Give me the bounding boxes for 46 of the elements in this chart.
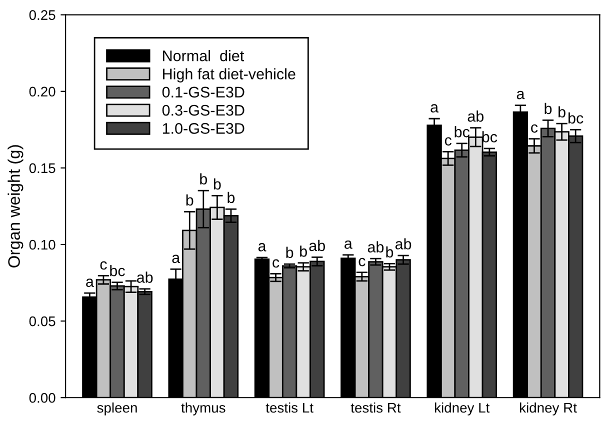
legend-label: Normal diet bbox=[163, 50, 244, 62]
data-label: b bbox=[286, 246, 294, 258]
data-label: c bbox=[531, 124, 538, 133]
data-label: a bbox=[516, 90, 525, 100]
data-label: b bbox=[200, 173, 208, 185]
data-label: bc bbox=[568, 112, 584, 124]
data-label: a bbox=[86, 278, 94, 287]
y-tick-label: 0.20 bbox=[29, 86, 56, 97]
data-label: c bbox=[272, 259, 280, 268]
x-tick-label: thymus bbox=[181, 402, 226, 416]
data-label: ab bbox=[368, 241, 384, 252]
x-tick-label: spleen bbox=[97, 402, 137, 416]
x-tick-label: kidney Lt bbox=[435, 402, 490, 416]
data-label: b bbox=[558, 106, 566, 118]
legend-label: 0.1-GS-E3D bbox=[162, 86, 244, 98]
y-axis-title: Organ weight (g) bbox=[8, 145, 24, 268]
data-label: b bbox=[228, 192, 235, 204]
data-label: ab bbox=[395, 238, 412, 250]
data-label: b bbox=[214, 178, 221, 190]
data-label: c bbox=[444, 137, 452, 146]
data-label: ab bbox=[136, 272, 153, 283]
y-tick-label: 0.05 bbox=[29, 316, 56, 326]
y-tick-label: 0.00 bbox=[29, 392, 56, 403]
data-label: a bbox=[258, 243, 266, 252]
data-label: a bbox=[172, 254, 180, 264]
data-label: ab bbox=[309, 240, 325, 252]
data-label: b bbox=[386, 246, 394, 258]
data-label: a bbox=[344, 240, 352, 249]
data-label: bc bbox=[110, 265, 125, 276]
y-tick-label: 0.25 bbox=[29, 10, 56, 20]
legend-label: 0.3-GS-E3D bbox=[162, 104, 244, 116]
x-tick-label: testis Rt bbox=[350, 402, 401, 413]
legend-label: 1.0-GS-E3D bbox=[162, 123, 244, 134]
data-label: b bbox=[300, 246, 307, 257]
x-tick-label: kidney Rt bbox=[520, 402, 577, 416]
x-tick-label: testis Lt bbox=[266, 402, 314, 413]
legend-label: High fat diet-vehicle bbox=[163, 68, 296, 82]
y-tick-label: 0.10 bbox=[29, 240, 56, 250]
data-label: c bbox=[100, 261, 107, 270]
data-label: c bbox=[358, 258, 366, 266]
data-label: b bbox=[186, 194, 194, 206]
data-label: b bbox=[544, 102, 552, 114]
data-label: bc bbox=[454, 126, 470, 138]
data-label: ab bbox=[468, 110, 484, 122]
y-tick-label: 0.15 bbox=[29, 163, 56, 174]
data-label: a bbox=[430, 104, 439, 113]
